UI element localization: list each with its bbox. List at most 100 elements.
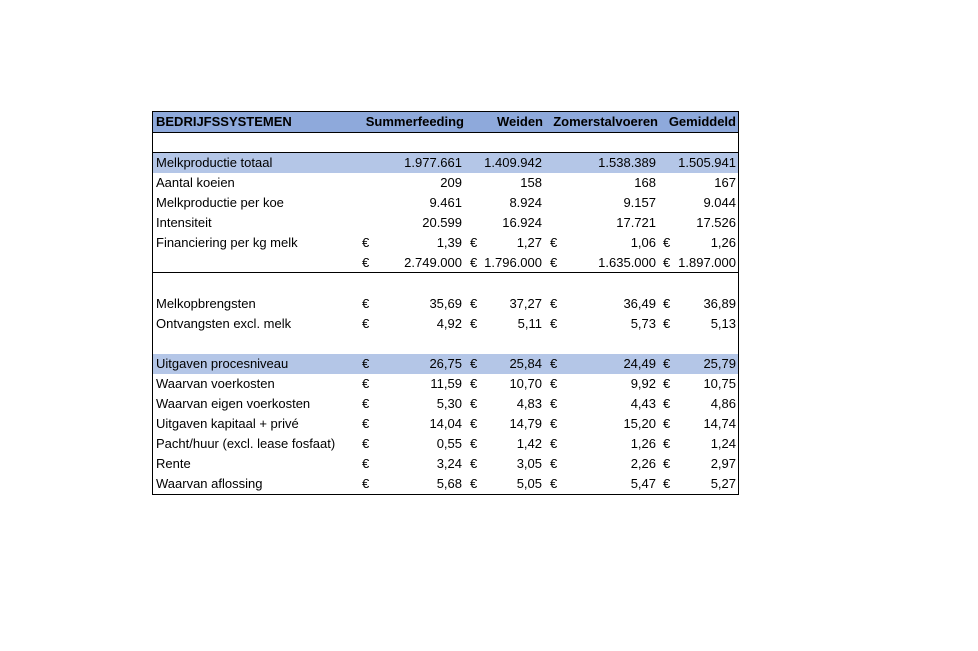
currency-symbol: € [663,456,671,471]
currency-symbol: € [470,396,478,411]
currency-symbol: € [663,255,671,270]
table-row: Rente €3,24 €3,05 €2,26 €2,97 [153,454,738,474]
row-label: Rente [156,456,191,471]
currency-symbol: € [362,316,370,331]
currency-symbol: € [550,376,558,391]
cell-value: 2.749.000 [404,255,462,270]
header-title: BEDRIJFSSYSTEMEN [156,114,292,129]
cell-value: 1.796.000 [484,255,542,270]
currency-symbol: € [550,416,558,431]
row-divider [153,272,738,273]
cell-value: 17.526 [696,215,736,230]
table-row: Melkopbrengsten €35,69 €37,27 €36,49 €36,89 [153,294,738,314]
row-label: Melkproductie totaal [156,155,273,170]
cell-value: 4,83 [516,396,542,411]
cell-value: 168 [634,175,656,190]
currency-symbol: € [550,296,558,311]
currency-symbol: € [663,296,671,311]
cell-value: 3,05 [516,456,542,471]
currency-symbol: € [470,416,478,431]
currency-symbol: € [663,356,671,371]
cell-value: 1.409.942 [484,155,542,170]
cell-value: 36,89 [703,296,736,311]
table-row: Waarvan eigen voerkosten €5,30 €4,83 €4,43 €… [153,394,738,414]
table-row: Financiering per kg melk €1,39 €1,27 €1,06 €… [153,233,738,253]
currency-symbol: € [663,235,671,250]
cell-value: 25,84 [509,356,542,371]
currency-symbol: € [550,476,558,491]
currency-symbol: € [550,356,558,371]
cell-value: 25,79 [703,356,736,371]
table-header-row: BEDRIJFSSYSTEMEN Summerfeeding Weiden Zomer… [153,112,738,132]
currency-symbol: € [550,255,558,270]
cell-value: 37,27 [509,296,542,311]
cell-value: 9.157 [623,195,656,210]
cell-value: 17.721 [616,215,656,230]
row-label: Melkproductie per koe [156,195,284,210]
currency-symbol: € [663,396,671,411]
cell-value: 0,55 [436,436,462,451]
cell-value: 9.044 [703,195,736,210]
currency-symbol: € [470,376,478,391]
currency-symbol: € [362,296,370,311]
cell-value: 5,27 [710,476,736,491]
cell-value: 14,74 [703,416,736,431]
currency-symbol: € [663,476,671,491]
cell-value: 5,73 [630,316,656,331]
cell-value: 1,27 [516,235,542,250]
currency-symbol: € [362,376,370,391]
cell-value: 9.461 [429,195,462,210]
currency-symbol: € [470,456,478,471]
currency-symbol: € [470,356,478,371]
row-divider [153,132,738,133]
currency-symbol: € [362,456,370,471]
table-row: €2.749.000 €1.796.000 €1.635.000 €1.897.000 [153,253,738,273]
currency-symbol: € [470,255,478,270]
cell-value: 8.924 [509,195,542,210]
row-label: Uitgaven procesniveau [156,356,289,371]
table-row: Uitgaven procesniveau €26,75 €25,84 €24,49 €… [153,354,738,374]
currency-symbol: € [550,436,558,451]
row-label: Intensiteit [156,215,212,230]
cell-value: 5,05 [516,476,542,491]
row-label: Waarvan aflossing [156,476,263,491]
currency-symbol: € [470,476,478,491]
cell-value: 5,47 [630,476,656,491]
currency-symbol: € [362,235,370,250]
cell-value: 1.538.389 [598,155,656,170]
cell-value: 10,70 [509,376,542,391]
column-header: Gemiddeld [668,114,736,129]
column-header: Zomerstalvoeren [553,114,658,129]
currency-symbol: € [550,316,558,331]
cell-value: 4,43 [630,396,656,411]
spreadsheet-table: BEDRIJFSSYSTEMEN Summerfeeding Weiden Zomer… [152,111,739,495]
cell-value: 1.977.661 [404,155,462,170]
cell-value: 2,26 [630,456,656,471]
cell-value: 1.897.000 [678,255,736,270]
row-label: Aantal koeien [156,175,235,190]
currency-symbol: € [362,436,370,451]
table-row: Melkproductie per koe 9.461 8.924 9.157 9.04… [153,193,738,213]
cell-value: 24,49 [623,356,656,371]
currency-symbol: € [362,396,370,411]
cell-value: 1,26 [710,235,736,250]
cell-value: 209 [440,175,462,190]
currency-symbol: € [550,235,558,250]
table-row: Aantal koeien 209 158 168 167 [153,173,738,193]
cell-value: 16.924 [502,215,542,230]
cell-value: 1.635.000 [598,255,656,270]
cell-value: 36,49 [623,296,656,311]
cell-value: 3,24 [436,456,462,471]
row-label: Pacht/huur (excl. lease fosfaat) [156,436,336,451]
cell-value: 11,59 [430,376,462,391]
cell-value: 14,04 [429,416,462,431]
table-row: Melkproductie totaal 1.977.661 1.409.942 1.… [153,153,738,173]
currency-symbol: € [470,436,478,451]
row-label: Ontvangsten excl. melk [156,316,292,331]
cell-value: 1.505.941 [678,155,736,170]
column-header: Weiden [497,114,543,129]
cell-value: 4,92 [436,316,462,331]
cell-value: 26,75 [429,356,462,371]
row-label: Uitgaven kapitaal + privé [156,416,299,431]
cell-value: 158 [520,175,542,190]
